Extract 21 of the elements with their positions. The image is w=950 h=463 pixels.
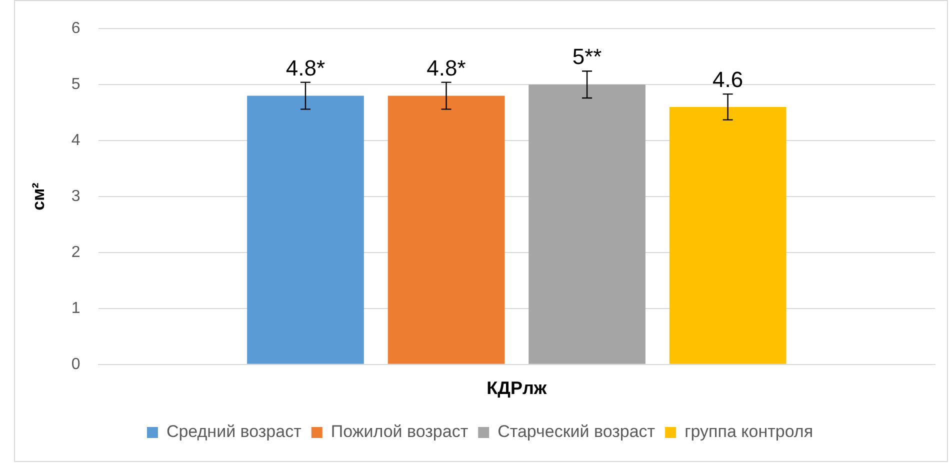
data-label: 4.6 — [712, 67, 744, 92]
data-label: 4.8* — [286, 55, 326, 80]
legend-label: Пожилой возраст — [330, 422, 468, 442]
bar — [669, 106, 786, 364]
y-tick-label: 2 — [71, 244, 80, 261]
legend-label: Средний возраст — [166, 422, 302, 442]
bar — [247, 96, 364, 364]
y-tick-label: 6 — [71, 20, 80, 38]
bar — [528, 84, 646, 364]
x-tick-label: КДРлж — [486, 378, 547, 398]
data-label: 5** — [572, 44, 602, 70]
y-tick-label: 3 — [71, 188, 80, 205]
y-axis-title: см² — [28, 182, 48, 210]
y-tick-label: 1 — [71, 300, 80, 317]
bar — [388, 96, 505, 364]
y-tick-label: 5 — [71, 76, 80, 93]
legend-label: группа контроля — [684, 422, 814, 442]
data-label: 4.8* — [426, 55, 466, 80]
y-tick-label: 0 — [71, 356, 80, 373]
y-tick-label: 4 — [71, 132, 80, 149]
legend-label: Старческий возраст — [498, 422, 656, 442]
